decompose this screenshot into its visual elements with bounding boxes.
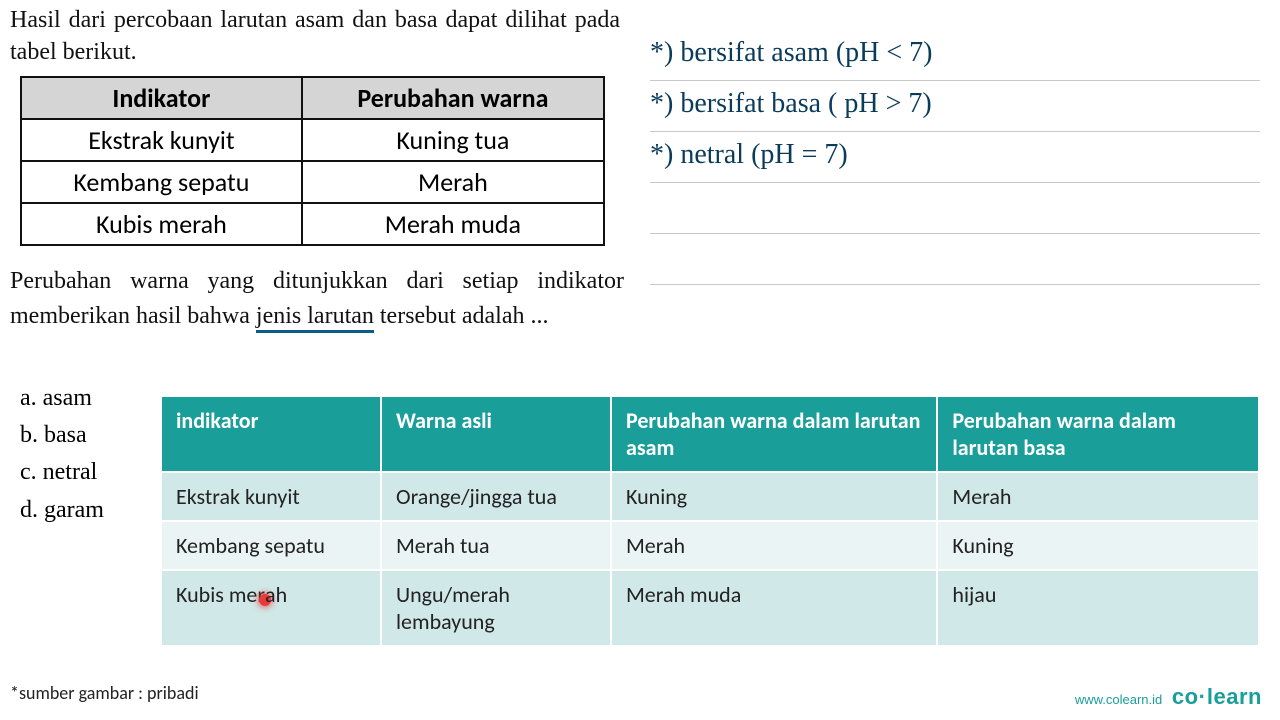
t1-r1c2: Kuning tua (302, 119, 604, 161)
image-source-footnote: *sumber gambar : pribadi (10, 682, 199, 704)
option-a: a. asam (20, 380, 104, 417)
t2-r1c3: Kuning (611, 472, 937, 521)
t2-r3c1: Kubis merah (161, 570, 381, 646)
brand-name-pre: co (1172, 684, 1199, 709)
note-line-empty1 (650, 183, 1260, 234)
dot-icon: · (1199, 684, 1207, 709)
note-line-2: *) bersifat basa ( pH > 7) (650, 81, 1260, 132)
t1-r1c1: Ekstrak kunyit (21, 119, 302, 161)
t2-r2c2: Merah tua (381, 521, 611, 570)
reference-table: indikator Warna asli Perubahan warna dal… (160, 395, 1260, 647)
note-line-1: *) bersifat asam (pH < 7) (650, 30, 1260, 81)
indicator-table: Indikator Perubahan warna Ekstrak kunyit… (20, 76, 605, 246)
t2-r1c1: Ekstrak kunyit (161, 472, 381, 521)
brand-url: www.colearn.id (1075, 692, 1162, 707)
t1-h1: Indikator (21, 77, 302, 119)
question-intro: Hasil dari percobaan larutan asam dan ba… (10, 4, 620, 69)
note-line-3: *) netral (pH = 7) (650, 132, 1260, 183)
t1-r2c2: Merah (302, 161, 604, 203)
t1-r3c1: Kubis merah (21, 203, 302, 245)
t1-h2: Perubahan warna (302, 77, 604, 119)
t2-r2c1: Kembang sepatu (161, 521, 381, 570)
underlined-phrase: jenis larutan (256, 303, 374, 333)
t2-r3c3: Merah muda (611, 570, 937, 646)
t2-r2c4: Kuning (937, 521, 1259, 570)
t2-h1: indikator (161, 396, 381, 472)
t1-r3c2: Merah muda (302, 203, 604, 245)
answer-options: a. asam b. basa c. netral d. garam (20, 380, 104, 529)
question-prompt: Perubahan warna yang ditunjukkan dari se… (10, 264, 624, 334)
brand-name-post: learn (1207, 684, 1262, 709)
t2-r3c1-post: ah (265, 581, 287, 608)
t2-h4: Perubahan warna dalam larutan basa (937, 396, 1259, 472)
option-c: c. netral (20, 454, 104, 491)
t2-r3c2: Ungu/merah lembayung (381, 570, 611, 646)
t2-h3: Perubahan warna dalam larutan asam (611, 396, 937, 472)
t2-h2: Warna asli (381, 396, 611, 472)
t2-r3c1-pre: Kubis mer (176, 581, 265, 608)
brand-watermark: www.colearn.id co·learn (1075, 684, 1262, 710)
t2-r3c4: hijau (937, 570, 1259, 646)
t2-r1c4: Merah (937, 472, 1259, 521)
note-line-empty2 (650, 234, 1260, 285)
question-prompt-post: tersebut adalah ... (374, 303, 549, 329)
t2-r2c3: Merah (611, 521, 937, 570)
option-b: b. basa (20, 417, 104, 454)
handwritten-notes: *) bersifat asam (pH < 7) *) bersifat ba… (650, 30, 1260, 285)
t2-r1c2: Orange/jingga tua (381, 472, 611, 521)
option-d: d. garam (20, 492, 104, 529)
t1-r2c1: Kembang sepatu (21, 161, 302, 203)
